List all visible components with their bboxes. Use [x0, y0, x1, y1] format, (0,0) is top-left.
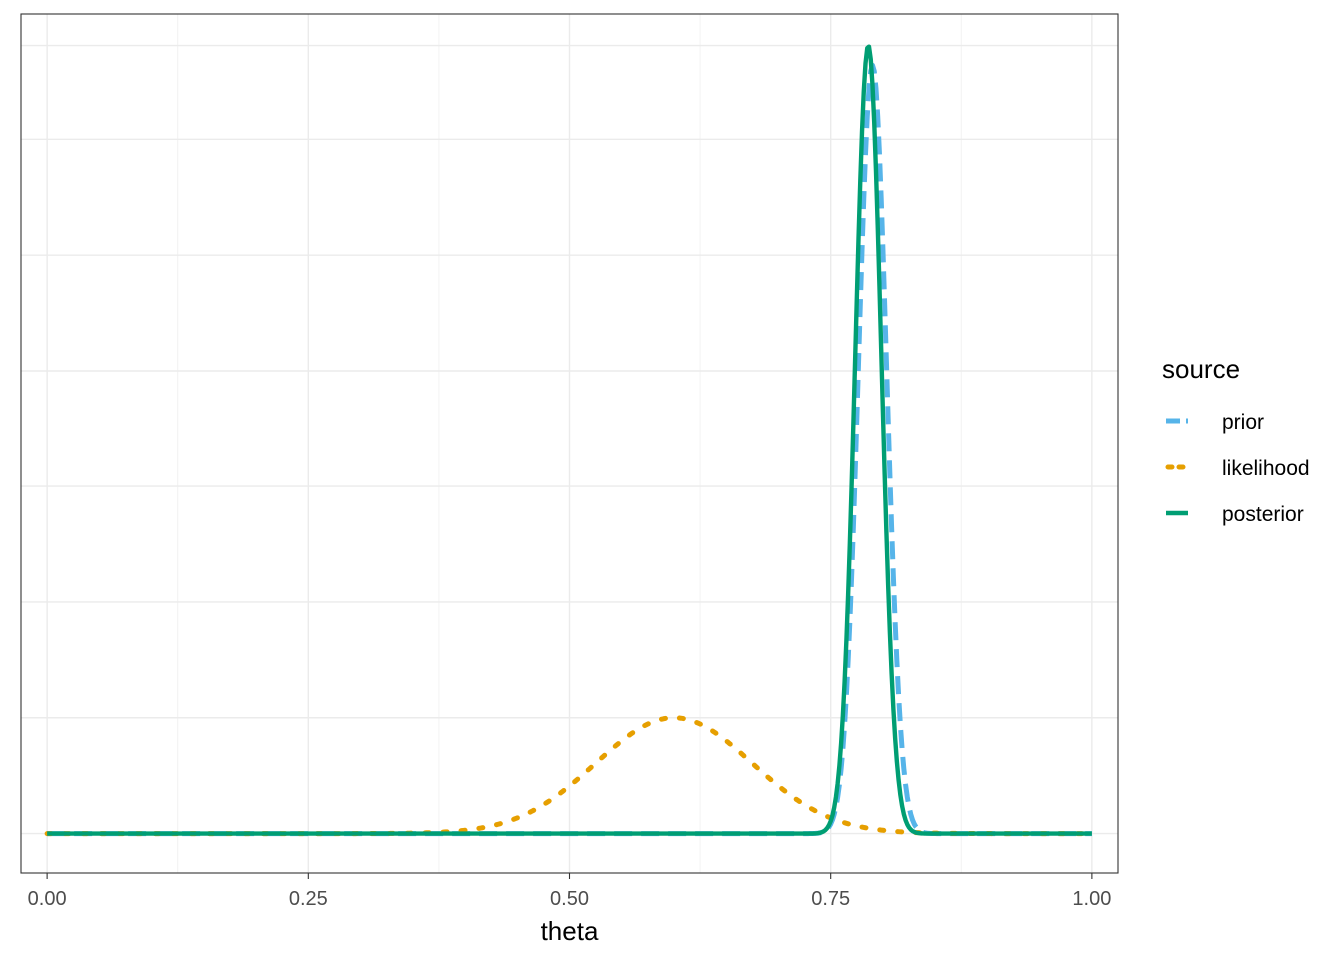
x-tick-label: 0.50: [550, 888, 589, 910]
legend-items: prior likelihood posterior: [1165, 411, 1310, 526]
x-tick-label: 0.00: [28, 888, 67, 910]
legend-label-prior: prior: [1222, 411, 1264, 434]
x-tick-label: 0.75: [811, 888, 850, 910]
series-lines: [44, 44, 1095, 837]
legend-title: source: [1162, 354, 1240, 384]
minor-gridlines: [177, 14, 962, 873]
x-tick-label: 1.00: [1072, 888, 1111, 910]
x-axis-title: theta: [541, 916, 599, 946]
x-tick-label: 0.25: [289, 888, 328, 910]
x-axis-tick-labels: 0.00 0.25 0.50 0.75 1.00: [28, 888, 1112, 910]
legend-label-posterior: posterior: [1222, 503, 1304, 526]
x-axis-ticks: [46, 873, 1093, 879]
legend-label-likelihood: likelihood: [1222, 457, 1310, 480]
series-line-posterior: [46, 44, 1093, 836]
major-gridlines: [21, 14, 1118, 873]
legend: source prior likelihood posterior: [1162, 354, 1310, 526]
